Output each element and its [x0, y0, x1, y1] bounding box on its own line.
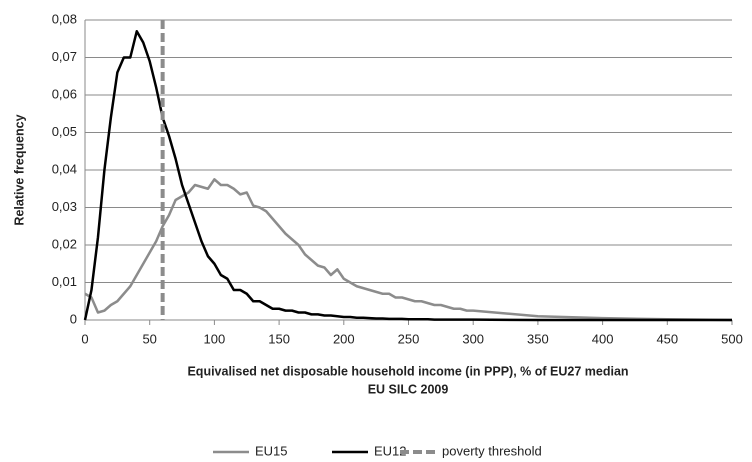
legend-label: EU12 [374, 443, 407, 458]
series-line [83, 30, 732, 322]
legend-label: poverty threshold [442, 443, 542, 458]
y-tick-label: 0,05 [52, 124, 77, 139]
x-tick-label: 0 [81, 331, 88, 346]
y-tick-label: 0,06 [52, 86, 77, 101]
x-tick-label: 450 [656, 331, 678, 346]
x-tick-label: 350 [527, 331, 549, 346]
y-tick-label: 0,01 [52, 274, 77, 289]
y-tick-label: 0,02 [52, 236, 77, 251]
x-tick-label: 250 [398, 331, 420, 346]
x-axis-label: Equivalised net disposable household inc… [187, 364, 628, 378]
x-tick-label: 100 [204, 331, 226, 346]
y-tick-label: 0,04 [52, 161, 77, 176]
x-tick-label: 50 [142, 331, 156, 346]
x-tick-label: 400 [592, 331, 614, 346]
x-tick-label: 300 [462, 331, 484, 346]
y-tick-label: 0,03 [52, 199, 77, 214]
y-tick-label: 0 [70, 311, 77, 326]
x-tick-label: 500 [721, 331, 743, 346]
x-axis-label: EU SILC 2009 [368, 382, 449, 396]
x-tick-label: 150 [268, 331, 290, 346]
y-tick-label: 0,08 [52, 11, 77, 26]
y-tick-label: 0,07 [52, 49, 77, 64]
x-tick-label: 200 [333, 331, 355, 346]
y-axis-label: Relative frequency [12, 114, 26, 225]
legend-label: EU15 [255, 443, 288, 458]
series-line [84, 178, 733, 322]
